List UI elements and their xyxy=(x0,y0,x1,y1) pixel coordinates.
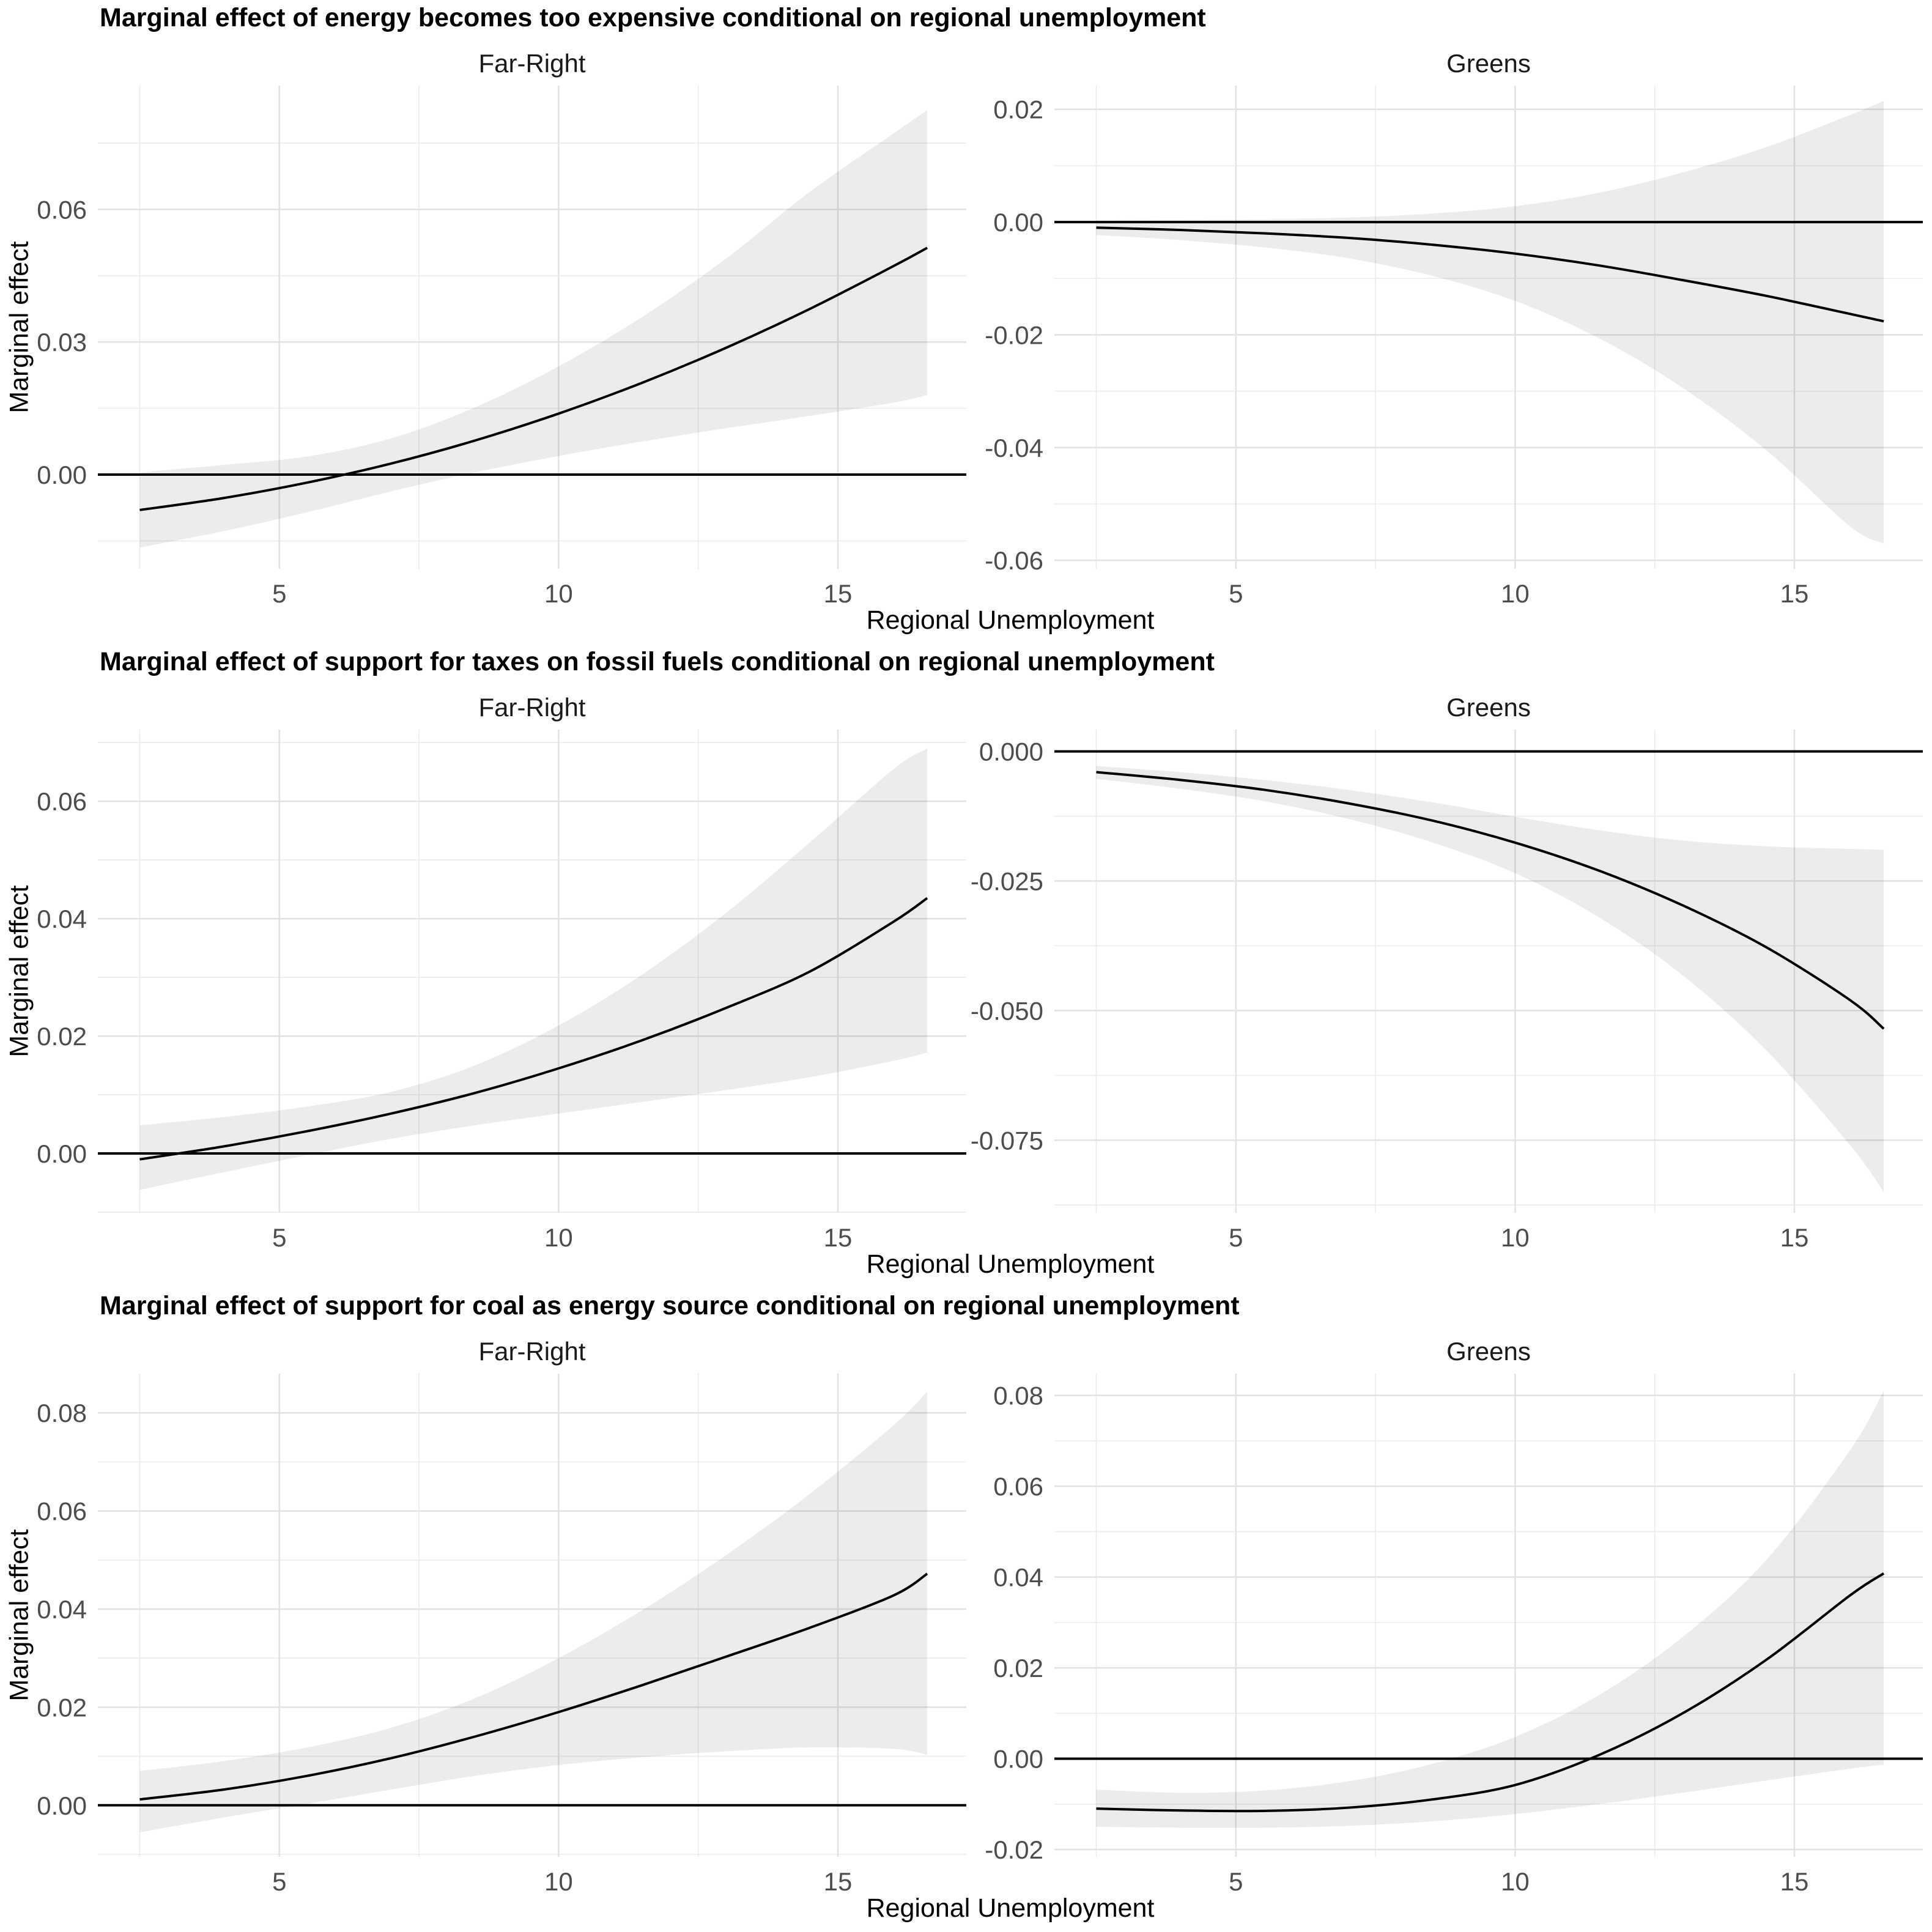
x-axis-label: Regional Unemployment xyxy=(866,1249,1155,1279)
x-tick-label: 5 xyxy=(1229,1223,1243,1252)
y-tick-label: -0.050 xyxy=(971,996,1043,1025)
y-tick-label: -0.025 xyxy=(971,867,1043,896)
panel-greens: 0.000 -0.025 -0.050 -0.075 5 10 15 xyxy=(971,730,1923,1252)
panel-far-right: 0.00 0.02 0.04 0.06 0.08 5 10 15 xyxy=(37,1374,966,1896)
x-tick-label: 10 xyxy=(1501,579,1530,608)
x-tick-label: 15 xyxy=(1780,1867,1809,1896)
x-tick-label: 5 xyxy=(272,1867,286,1896)
panel-far-right: 0.00 0.03 0.06 5 10 15 xyxy=(37,86,966,608)
facet-title-far-right: Far-Right xyxy=(478,49,586,78)
y-tick-label: 0.00 xyxy=(37,1791,87,1820)
y-tick-label: 0.04 xyxy=(993,1563,1043,1592)
row-title: Marginal effect of energy becomes too ex… xyxy=(100,3,1206,32)
y-tick-label: 0.00 xyxy=(993,208,1043,237)
facet-title-greens: Greens xyxy=(1446,693,1531,722)
x-tick-label: 10 xyxy=(544,579,573,608)
x-tick-label: 15 xyxy=(1780,1223,1809,1252)
y-tick-label: 0.00 xyxy=(993,1745,1043,1774)
y-tick-label: 0.02 xyxy=(993,1654,1043,1682)
y-tick-label: -0.04 xyxy=(985,434,1043,462)
facet-title-far-right: Far-Right xyxy=(478,693,586,722)
x-tick-label: 15 xyxy=(1780,579,1809,608)
x-tick-label: 5 xyxy=(272,1223,286,1252)
row-title: Marginal effect of support for taxes on … xyxy=(100,647,1215,676)
y-tick-label: -0.02 xyxy=(985,1835,1043,1864)
x-tick-label: 15 xyxy=(824,579,853,608)
confidence-ribbon xyxy=(1096,1391,1884,1828)
y-tick-label: 0.06 xyxy=(37,195,87,224)
x-tick-label: 10 xyxy=(544,1223,573,1252)
y-tick-label: -0.06 xyxy=(985,546,1043,575)
y-tick-label: 0.02 xyxy=(37,1693,87,1722)
x-tick-label: 10 xyxy=(544,1867,573,1896)
confidence-ribbon xyxy=(139,1391,928,1832)
x-axis-label: Regional Unemployment xyxy=(866,605,1155,635)
x-tick-label: 15 xyxy=(824,1223,853,1252)
mean-line xyxy=(1096,771,1885,1030)
mean-line xyxy=(139,897,928,1161)
y-tick-label: 0.04 xyxy=(37,905,87,933)
y-tick-label: 0.08 xyxy=(993,1382,1043,1410)
y-tick-label: 0.00 xyxy=(37,461,87,489)
y-tick-label: 0.06 xyxy=(37,1497,87,1526)
x-tick-label: 5 xyxy=(1229,1867,1243,1896)
mean-line xyxy=(139,1572,928,1801)
y-tick-label: 0.00 xyxy=(37,1139,87,1168)
y-tick-label: -0.075 xyxy=(971,1126,1043,1155)
confidence-ribbon xyxy=(1096,100,1884,544)
y-tick-label: 0.06 xyxy=(37,787,87,816)
mean-line xyxy=(1096,1572,1885,1813)
y-tick-label: 0.000 xyxy=(979,738,1043,766)
y-tick-label: 0.08 xyxy=(37,1399,87,1427)
panel-greens: 0.02 0.00 -0.02 -0.04 -0.06 5 10 15 xyxy=(985,86,1923,608)
facet-title-far-right: Far-Right xyxy=(478,1337,586,1366)
y-tick-label: 0.02 xyxy=(37,1022,87,1051)
y-tick-label: 0.02 xyxy=(993,95,1043,124)
facet-title-greens: Greens xyxy=(1446,1337,1531,1366)
panel-far-right: 0.00 0.02 0.04 0.06 5 10 15 xyxy=(37,730,966,1252)
facet-title-greens: Greens xyxy=(1446,49,1531,78)
x-axis-label: Regional Unemployment xyxy=(866,1893,1155,1923)
confidence-ribbon xyxy=(139,748,928,1190)
y-tick-label: -0.02 xyxy=(985,320,1043,349)
mean-line xyxy=(139,246,928,511)
y-tick-label: 0.06 xyxy=(993,1472,1043,1501)
x-tick-label: 10 xyxy=(1501,1867,1530,1896)
panel-greens: -0.02 0.00 0.02 0.04 0.06 0.08 5 10 15 xyxy=(985,1374,1923,1896)
confidence-ribbon xyxy=(139,109,928,548)
chart-row-coal-support: Marginal effect of support for coal as e… xyxy=(0,1288,1932,1932)
x-tick-label: 10 xyxy=(1501,1223,1530,1252)
chart-row-fossil-fuel-taxes: Marginal effect of support for taxes on … xyxy=(0,644,1932,1288)
x-tick-label: 5 xyxy=(272,579,286,608)
x-tick-label: 15 xyxy=(824,1867,853,1896)
mean-line xyxy=(1096,226,1884,323)
row-title: Marginal effect of support for coal as e… xyxy=(100,1291,1240,1320)
x-tick-label: 5 xyxy=(1229,579,1243,608)
y-tick-label: 0.04 xyxy=(37,1595,87,1624)
confidence-ribbon xyxy=(1096,766,1884,1193)
chart-row-energy-expensive: Marginal effect of energy becomes too ex… xyxy=(0,0,1932,644)
y-tick-label: 0.03 xyxy=(37,328,87,357)
